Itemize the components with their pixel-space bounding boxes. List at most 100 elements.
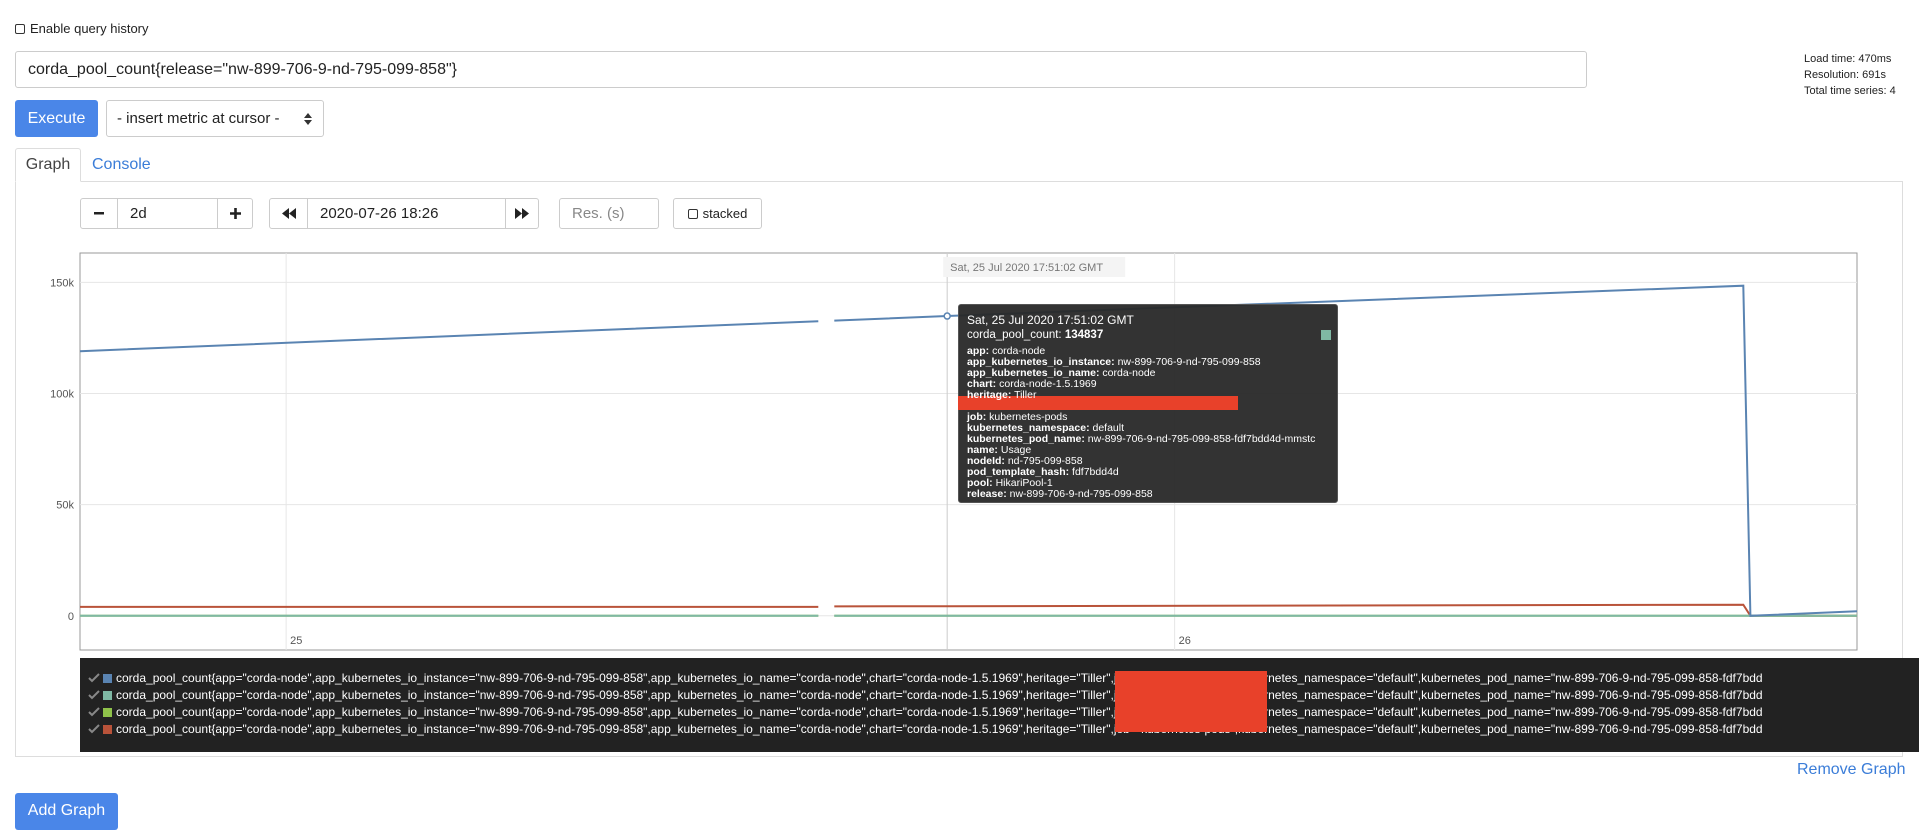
- label-value: nw-899-706-9-nd-795-099-858-fdf7bdd4d-mm…: [1087, 433, 1316, 445]
- label-key: app:: [967, 345, 990, 357]
- legend-label: corda_pool_count{app="corda-node",app_ku…: [116, 705, 1763, 719]
- label-key: pod_template_hash:: [967, 466, 1070, 478]
- y-tick-label: 0: [68, 611, 74, 623]
- tooltip-label-row: app: corda-node: [967, 345, 1045, 357]
- back-icon: [281, 208, 296, 219]
- legend-label: corda_pool_count{app="corda-node",app_ku…: [116, 722, 1763, 736]
- tooltip-label-row: job: kubernetes-pods: [967, 411, 1067, 423]
- label-key: release:: [967, 488, 1007, 500]
- tooltip-label-row: kubernetes_pod_name: nw-899-706-9-nd-795…: [967, 433, 1315, 445]
- tooltip-label-row: pool: HikariPool-1: [967, 477, 1053, 489]
- stacked-label: stacked: [702, 206, 748, 221]
- legend-swatch: [103, 690, 112, 700]
- label-key: kubernetes_namespace:: [967, 422, 1090, 434]
- label-value: Tiller: [1014, 389, 1037, 401]
- query-input[interactable]: corda_pool_count{release="nw-899-706-9-n…: [15, 51, 1587, 88]
- label-key: app_kubernetes_io_name:: [967, 367, 1100, 379]
- check-icon: [88, 724, 100, 734]
- y-tick-label: 150k: [50, 277, 74, 289]
- x-tick-label: 26: [1179, 635, 1191, 647]
- query-text: corda_pool_count{release="nw-899-706-9-n…: [28, 61, 457, 78]
- add-graph-button[interactable]: Add Graph: [15, 793, 118, 830]
- tooltip-value-row: corda_pool_count: 134837: [967, 329, 1103, 341]
- tooltip-label-row: kubernetes_namespace: default: [967, 422, 1124, 434]
- label-key: job:: [967, 411, 987, 423]
- end-time-text: 2020-07-26 18:26: [320, 205, 439, 222]
- minus-icon: [94, 212, 104, 215]
- remove-graph-link[interactable]: Remove Graph: [1797, 761, 1906, 778]
- range-increase[interactable]: [217, 198, 253, 229]
- redaction: [958, 396, 1238, 410]
- legend-entry[interactable]: corda_pool_count{app="corda-node",app_ku…: [88, 721, 1763, 737]
- tooltip-label-row: release: nw-899-706-9-nd-795-099-858: [967, 488, 1153, 500]
- stat: Load time: 470ms: [1804, 53, 1892, 65]
- legend: corda_pool_count{app="corda-node",app_ku…: [80, 658, 1919, 752]
- legend-swatch: [103, 673, 112, 683]
- check-icon: [88, 707, 100, 717]
- label-key: chart:: [967, 378, 997, 390]
- legend-label: corda_pool_count{app="corda-node",app_ku…: [116, 688, 1763, 702]
- y-tick-label: 100k: [50, 388, 74, 400]
- label-value: nd-795-099-858: [1007, 455, 1083, 467]
- series-line: [79, 284, 1858, 617]
- tooltip-label-row: name: Usage: [967, 444, 1031, 456]
- stacked-toggle[interactable]: stacked: [673, 198, 762, 229]
- query-history-toggle[interactable]: Enable query history: [15, 21, 149, 36]
- label-value: corda-node: [1102, 367, 1156, 379]
- legend-swatch: [103, 724, 112, 734]
- label-key: kubernetes_pod_name:: [967, 433, 1085, 445]
- label-key: nodeId:: [967, 455, 1005, 467]
- legend-entry[interactable]: corda_pool_count{app="corda-node",app_ku…: [88, 670, 1763, 686]
- checkbox-label: Enable query history: [30, 21, 149, 36]
- label-value: nw-899-706-9-nd-795-099-858: [1117, 356, 1261, 368]
- legend-swatch: [103, 707, 112, 717]
- tooltip-label-row: heritage: Tiller: [967, 389, 1036, 401]
- tooltip-label-row: app_kubernetes_io_instance: nw-899-706-9…: [967, 356, 1261, 368]
- stat: Resolution: 691s: [1804, 69, 1886, 81]
- tooltip-value: 134837: [1064, 329, 1104, 341]
- tooltip-label-row: app_kubernetes_io_name: corda-node: [967, 367, 1156, 379]
- label-value: kubernetes-pods: [989, 411, 1068, 423]
- check: [88, 673, 100, 683]
- metric-select[interactable]: - insert metric at cursor -: [106, 100, 324, 137]
- series-line: [80, 603, 1857, 617]
- tab-panel: [15, 181, 1903, 757]
- plus-icon: [229, 208, 241, 219]
- time-forward[interactable]: [505, 198, 539, 229]
- tooltip-label-row: pod_template_hash: fdf7bdd4d: [967, 466, 1119, 478]
- range-text: 2d: [130, 205, 147, 222]
- label-key: app_kubernetes_io_instance:: [967, 356, 1115, 368]
- label-value: HikariPool-1: [995, 477, 1053, 489]
- x-tick-label: 25: [290, 635, 302, 647]
- tooltip: Sat, 25 Jul 2020 17:51:02 GMT corda_pool…: [958, 304, 1338, 503]
- execute-button[interactable]: Execute: [15, 100, 98, 137]
- checkbox[interactable]: [15, 23, 25, 34]
- resolution-input[interactable]: Res. (s): [559, 198, 659, 229]
- check: [88, 707, 100, 717]
- check-icon: [88, 690, 100, 700]
- stats: Load time: 470ms Resolution: 691s Total …: [1804, 51, 1896, 99]
- legend-label: corda_pool_count{app="corda-node",app_ku…: [116, 671, 1763, 685]
- range-decrease[interactable]: [80, 198, 118, 229]
- label-value: default: [1092, 422, 1125, 434]
- tooltip-label-row: chart: corda-node-1.5.1969: [967, 378, 1097, 390]
- legend-entry[interactable]: corda_pool_count{app="corda-node",app_ku…: [88, 687, 1763, 703]
- resolution-placeholder: Res. (s): [572, 205, 625, 222]
- tooltip-label-row: nodeId: nd-795-099-858: [967, 455, 1083, 467]
- tab-graph[interactable]: Graph: [15, 148, 81, 182]
- redaction: [1115, 671, 1267, 732]
- select-arrows: [304, 113, 312, 125]
- forward-icon: [515, 208, 529, 219]
- page: Enable query history corda_pool_count{re…: [15, 21, 1919, 830]
- checkbox[interactable]: [687, 208, 698, 219]
- check-icon: [88, 673, 100, 683]
- label-value: corda-node: [992, 345, 1046, 357]
- label-key: name:: [967, 444, 998, 456]
- legend-entry[interactable]: corda_pool_count{app="corda-node",app_ku…: [88, 704, 1763, 720]
- label-key: heritage:: [967, 389, 1012, 401]
- time-back[interactable]: [269, 198, 308, 229]
- tooltip-swatch: [1321, 330, 1331, 340]
- check: [88, 690, 100, 700]
- tab-console[interactable]: Console: [92, 156, 151, 173]
- tooltip-time: Sat, 25 Jul 2020 17:51:02 GMT: [967, 313, 1134, 327]
